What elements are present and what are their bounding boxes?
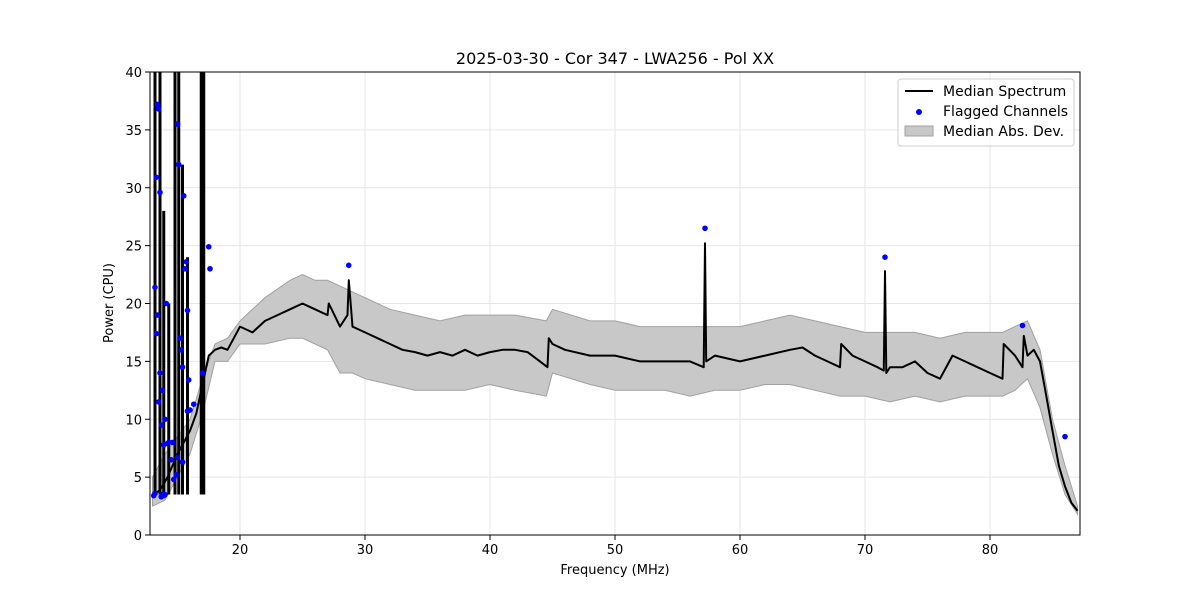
- flagged-channel-point: [882, 254, 888, 260]
- flagged-channel-point: [175, 161, 182, 168]
- x-tick-label: 60: [732, 543, 749, 558]
- plot-area: [150, 72, 1079, 516]
- y-tick-label: 5: [134, 471, 142, 486]
- legend: Median Spectrum Flagged Channels Median …: [897, 78, 1075, 147]
- median-abs-dev-band: [152, 274, 1078, 516]
- flagged-channel-point: [164, 440, 171, 447]
- flagged-channel-point: [157, 370, 163, 376]
- x-tick-label: 40: [482, 543, 499, 558]
- flagged-channel-point: [155, 399, 162, 405]
- flagged-channel-point: [184, 307, 191, 314]
- flagged-channel-point: [162, 491, 168, 498]
- flagged-channel-point: [199, 370, 206, 376]
- flagged-channel-point: [170, 476, 177, 483]
- x-tick-label: 20: [232, 543, 249, 558]
- flagged-channel-point: [169, 439, 176, 446]
- y-tick-label: 0: [134, 529, 142, 544]
- flagged-channel-point: [154, 101, 161, 108]
- legend-mad-swatch: [904, 125, 934, 137]
- x-tick-label: 80: [982, 543, 999, 558]
- flagged-channel-point: [190, 401, 197, 408]
- x-axis-ticks: 20 30 40 50 60 70 80: [232, 535, 999, 558]
- chart-title: 2025-03-30 - Cor 347 - LWA256 - Pol XX: [456, 49, 774, 68]
- y-tick-label: 10: [125, 413, 142, 428]
- flagged-channel-point: [182, 265, 188, 272]
- y-tick-label: 20: [125, 298, 142, 313]
- flagged-channel-point: [155, 106, 162, 112]
- flagged-channel-point: [173, 472, 180, 478]
- flagged-channel-point: [702, 225, 708, 232]
- flagged-channel-point: [1062, 433, 1068, 440]
- flagged-channel-point: [153, 330, 160, 337]
- flagged-channel-point: [153, 174, 160, 181]
- flagged-channel-point: [152, 490, 158, 497]
- flagged-channel-points: [150, 101, 1068, 500]
- x-axis-label: Frequency (MHz): [560, 563, 669, 578]
- median-spectrum-line: [152, 242, 1079, 512]
- y-tick-label: 35: [125, 124, 142, 139]
- flagged-channel-point: [205, 243, 212, 250]
- y-axis-label: Power (CPU): [102, 263, 117, 343]
- flagged-channel-point: [207, 265, 213, 272]
- x-tick-label: 30: [357, 543, 374, 558]
- y-tick-label: 30: [125, 182, 142, 197]
- flagged-channel-point: [180, 193, 187, 199]
- y-tick-label: 15: [125, 355, 142, 370]
- flagged-channel-point: [184, 408, 191, 414]
- flagged-channel-point: [345, 262, 352, 269]
- flagged-channel-point: [162, 416, 168, 423]
- x-tick-label: 50: [607, 543, 624, 558]
- y-tick-label: 25: [125, 240, 142, 255]
- flagged-channel-point: [179, 459, 186, 465]
- legend-flagged-label: Flagged Channels: [943, 104, 1068, 120]
- flagged-channel-point: [178, 347, 185, 353]
- x-tick-label: 70: [857, 543, 874, 558]
- legend-box: [897, 78, 1075, 147]
- flagged-channel-point: [168, 456, 175, 463]
- flagged-channel-point: [1019, 322, 1026, 329]
- flagged-channel-point: [174, 121, 181, 127]
- flagged-channel-point: [152, 284, 158, 291]
- legend-median-label: Median Spectrum: [943, 84, 1066, 100]
- legend-mad-label: Median Abs. Dev.: [943, 124, 1064, 140]
- flagged-channel-point: [183, 259, 190, 265]
- legend-flagged-swatch: [916, 109, 922, 115]
- flagged-channel-point: [159, 387, 166, 394]
- flagged-channel-point: [174, 454, 181, 461]
- y-tick-label: 40: [125, 66, 142, 81]
- flagged-channel-point: [163, 300, 170, 307]
- flagged-channel-point: [177, 335, 183, 342]
- flagged-channel-point: [158, 422, 165, 428]
- flagged-channel-point: [185, 377, 192, 383]
- flagged-channel-point: [179, 364, 186, 370]
- flagged-channel-point: [157, 189, 163, 196]
- y-axis-ticks: 0 5 10 15 20 25 30 35 40: [125, 66, 150, 544]
- flagged-channel-point: [154, 312, 161, 318]
